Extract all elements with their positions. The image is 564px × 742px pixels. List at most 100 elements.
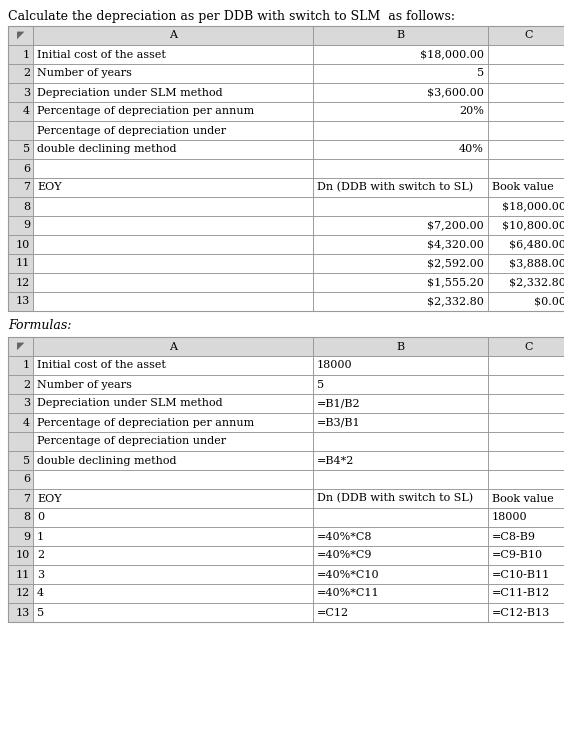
Text: Book value: Book value — [492, 183, 554, 192]
Bar — [33, 356, 313, 375]
Bar — [488, 546, 564, 565]
Bar — [488, 356, 564, 375]
Bar — [488, 102, 564, 121]
Bar — [33, 197, 313, 216]
Text: 1: 1 — [37, 531, 44, 542]
Text: $4,320.00: $4,320.00 — [427, 240, 484, 249]
Bar — [313, 292, 488, 311]
Bar — [488, 121, 564, 140]
Text: Number of years: Number of years — [37, 379, 132, 390]
Text: EOY: EOY — [37, 183, 61, 192]
Bar — [33, 121, 313, 140]
Bar — [488, 83, 564, 102]
Text: 40%: 40% — [459, 145, 484, 154]
Bar — [8, 254, 33, 273]
Bar — [488, 584, 564, 603]
Text: 3: 3 — [23, 398, 30, 409]
Bar — [33, 394, 313, 413]
Bar — [33, 565, 313, 584]
Text: double declining method: double declining method — [37, 145, 177, 154]
Text: B: B — [396, 30, 404, 41]
Bar — [488, 178, 564, 197]
Text: =40%*C10: =40%*C10 — [317, 570, 380, 580]
Text: Initial cost of the asset: Initial cost of the asset — [37, 50, 166, 59]
Bar — [488, 254, 564, 273]
Text: double declining method: double declining method — [37, 456, 177, 465]
Bar — [8, 83, 33, 102]
Text: 11: 11 — [16, 570, 30, 580]
Bar — [8, 337, 33, 356]
Bar — [488, 26, 564, 45]
Bar — [8, 121, 33, 140]
Bar — [313, 584, 488, 603]
Bar — [488, 64, 564, 83]
Bar — [8, 159, 33, 178]
Text: =C10-B11: =C10-B11 — [492, 570, 550, 580]
Text: =B4*2: =B4*2 — [317, 456, 354, 465]
Bar — [33, 178, 313, 197]
Bar — [8, 508, 33, 527]
Text: 5: 5 — [37, 608, 44, 617]
Bar — [8, 337, 564, 622]
Text: 13: 13 — [16, 608, 30, 617]
Text: 10: 10 — [16, 240, 30, 249]
Text: Percentage of depreciation under: Percentage of depreciation under — [37, 436, 226, 447]
Text: $10,800.00: $10,800.00 — [502, 220, 564, 231]
Bar — [313, 413, 488, 432]
Text: 18000: 18000 — [492, 513, 528, 522]
Bar — [33, 451, 313, 470]
Text: ◤: ◤ — [17, 342, 24, 351]
Text: $18,000.00: $18,000.00 — [420, 50, 484, 59]
Bar — [8, 337, 564, 356]
Bar — [33, 45, 313, 64]
Bar — [33, 140, 313, 159]
Text: Percentage of depreciation under: Percentage of depreciation under — [37, 125, 226, 136]
Bar — [488, 527, 564, 546]
Bar — [8, 432, 33, 451]
Bar — [488, 45, 564, 64]
Text: =C8-B9: =C8-B9 — [492, 531, 536, 542]
Text: 12: 12 — [16, 278, 30, 287]
Bar — [8, 235, 33, 254]
Text: 6: 6 — [23, 163, 30, 174]
Bar — [33, 83, 313, 102]
Text: 7: 7 — [23, 493, 30, 504]
Text: 2: 2 — [37, 551, 44, 560]
Text: 7: 7 — [23, 183, 30, 192]
Text: 9: 9 — [23, 220, 30, 231]
Bar — [313, 102, 488, 121]
Text: 2: 2 — [23, 379, 30, 390]
Text: ◤: ◤ — [17, 31, 24, 40]
Bar — [313, 45, 488, 64]
Bar — [488, 375, 564, 394]
Bar — [313, 394, 488, 413]
Text: Calculate the depreciation as per DDB with switch to SLM  as follows:: Calculate the depreciation as per DDB wi… — [8, 10, 455, 23]
Bar — [33, 273, 313, 292]
Bar — [313, 140, 488, 159]
Bar — [33, 432, 313, 451]
Text: 0: 0 — [37, 513, 44, 522]
Bar — [8, 489, 33, 508]
Bar — [313, 603, 488, 622]
Text: Percentage of depreciation per annum: Percentage of depreciation per annum — [37, 107, 254, 116]
Text: C: C — [525, 30, 533, 41]
Text: 11: 11 — [16, 258, 30, 269]
Bar — [313, 235, 488, 254]
Text: 5: 5 — [23, 145, 30, 154]
Bar — [313, 508, 488, 527]
Text: 8: 8 — [23, 513, 30, 522]
Text: =40%*C8: =40%*C8 — [317, 531, 372, 542]
Text: 12: 12 — [16, 588, 30, 599]
Bar — [313, 565, 488, 584]
Bar — [8, 394, 33, 413]
Bar — [313, 273, 488, 292]
Bar — [313, 83, 488, 102]
Text: =40%*C9: =40%*C9 — [317, 551, 372, 560]
Text: 3: 3 — [23, 88, 30, 97]
Bar — [313, 546, 488, 565]
Text: $3,600.00: $3,600.00 — [427, 88, 484, 97]
Text: 8: 8 — [23, 202, 30, 211]
Bar — [313, 375, 488, 394]
Bar — [313, 26, 488, 45]
Bar — [8, 216, 33, 235]
